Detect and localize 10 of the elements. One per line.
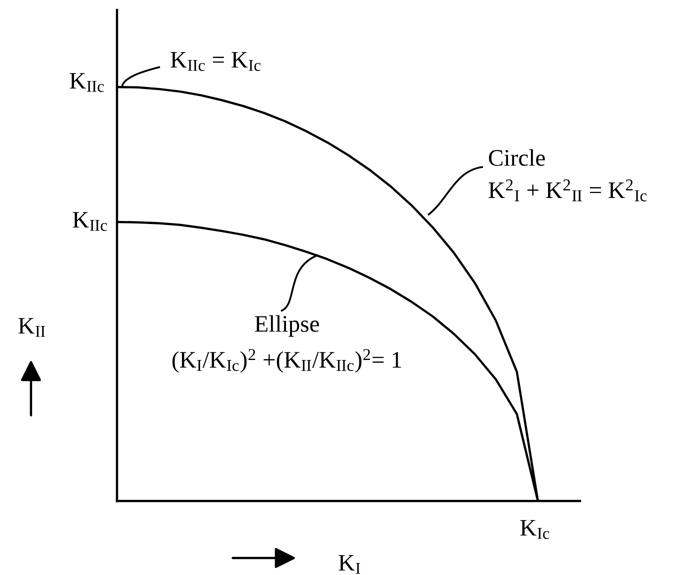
text: K$_{Ic}$ xyxy=(520,520,550,539)
annotation: Circle xyxy=(488,149,545,166)
y-axis-title: K$_{II}$ xyxy=(18,318,46,337)
text: K$_{IIc}$ xyxy=(72,212,107,231)
text: (K$_{I}$/K$_{Ic}$)$^{2}$ +(K$_{II}$/K$_{IIc}$)$^{2}$= 1 xyxy=(172,349,402,373)
annotation: Ellipse xyxy=(254,315,319,337)
text: K$^{2}$$_{I}$ + K$^{2}$$_{II}$ = K$^{2}$$_{Ic}$ xyxy=(488,179,647,202)
text: K$_{IIc}$ xyxy=(70,73,104,92)
text: K$_{IIc}$ = K$_{Ic}$ xyxy=(170,52,261,71)
x-axis-title: K$_{I}$ xyxy=(338,555,360,574)
